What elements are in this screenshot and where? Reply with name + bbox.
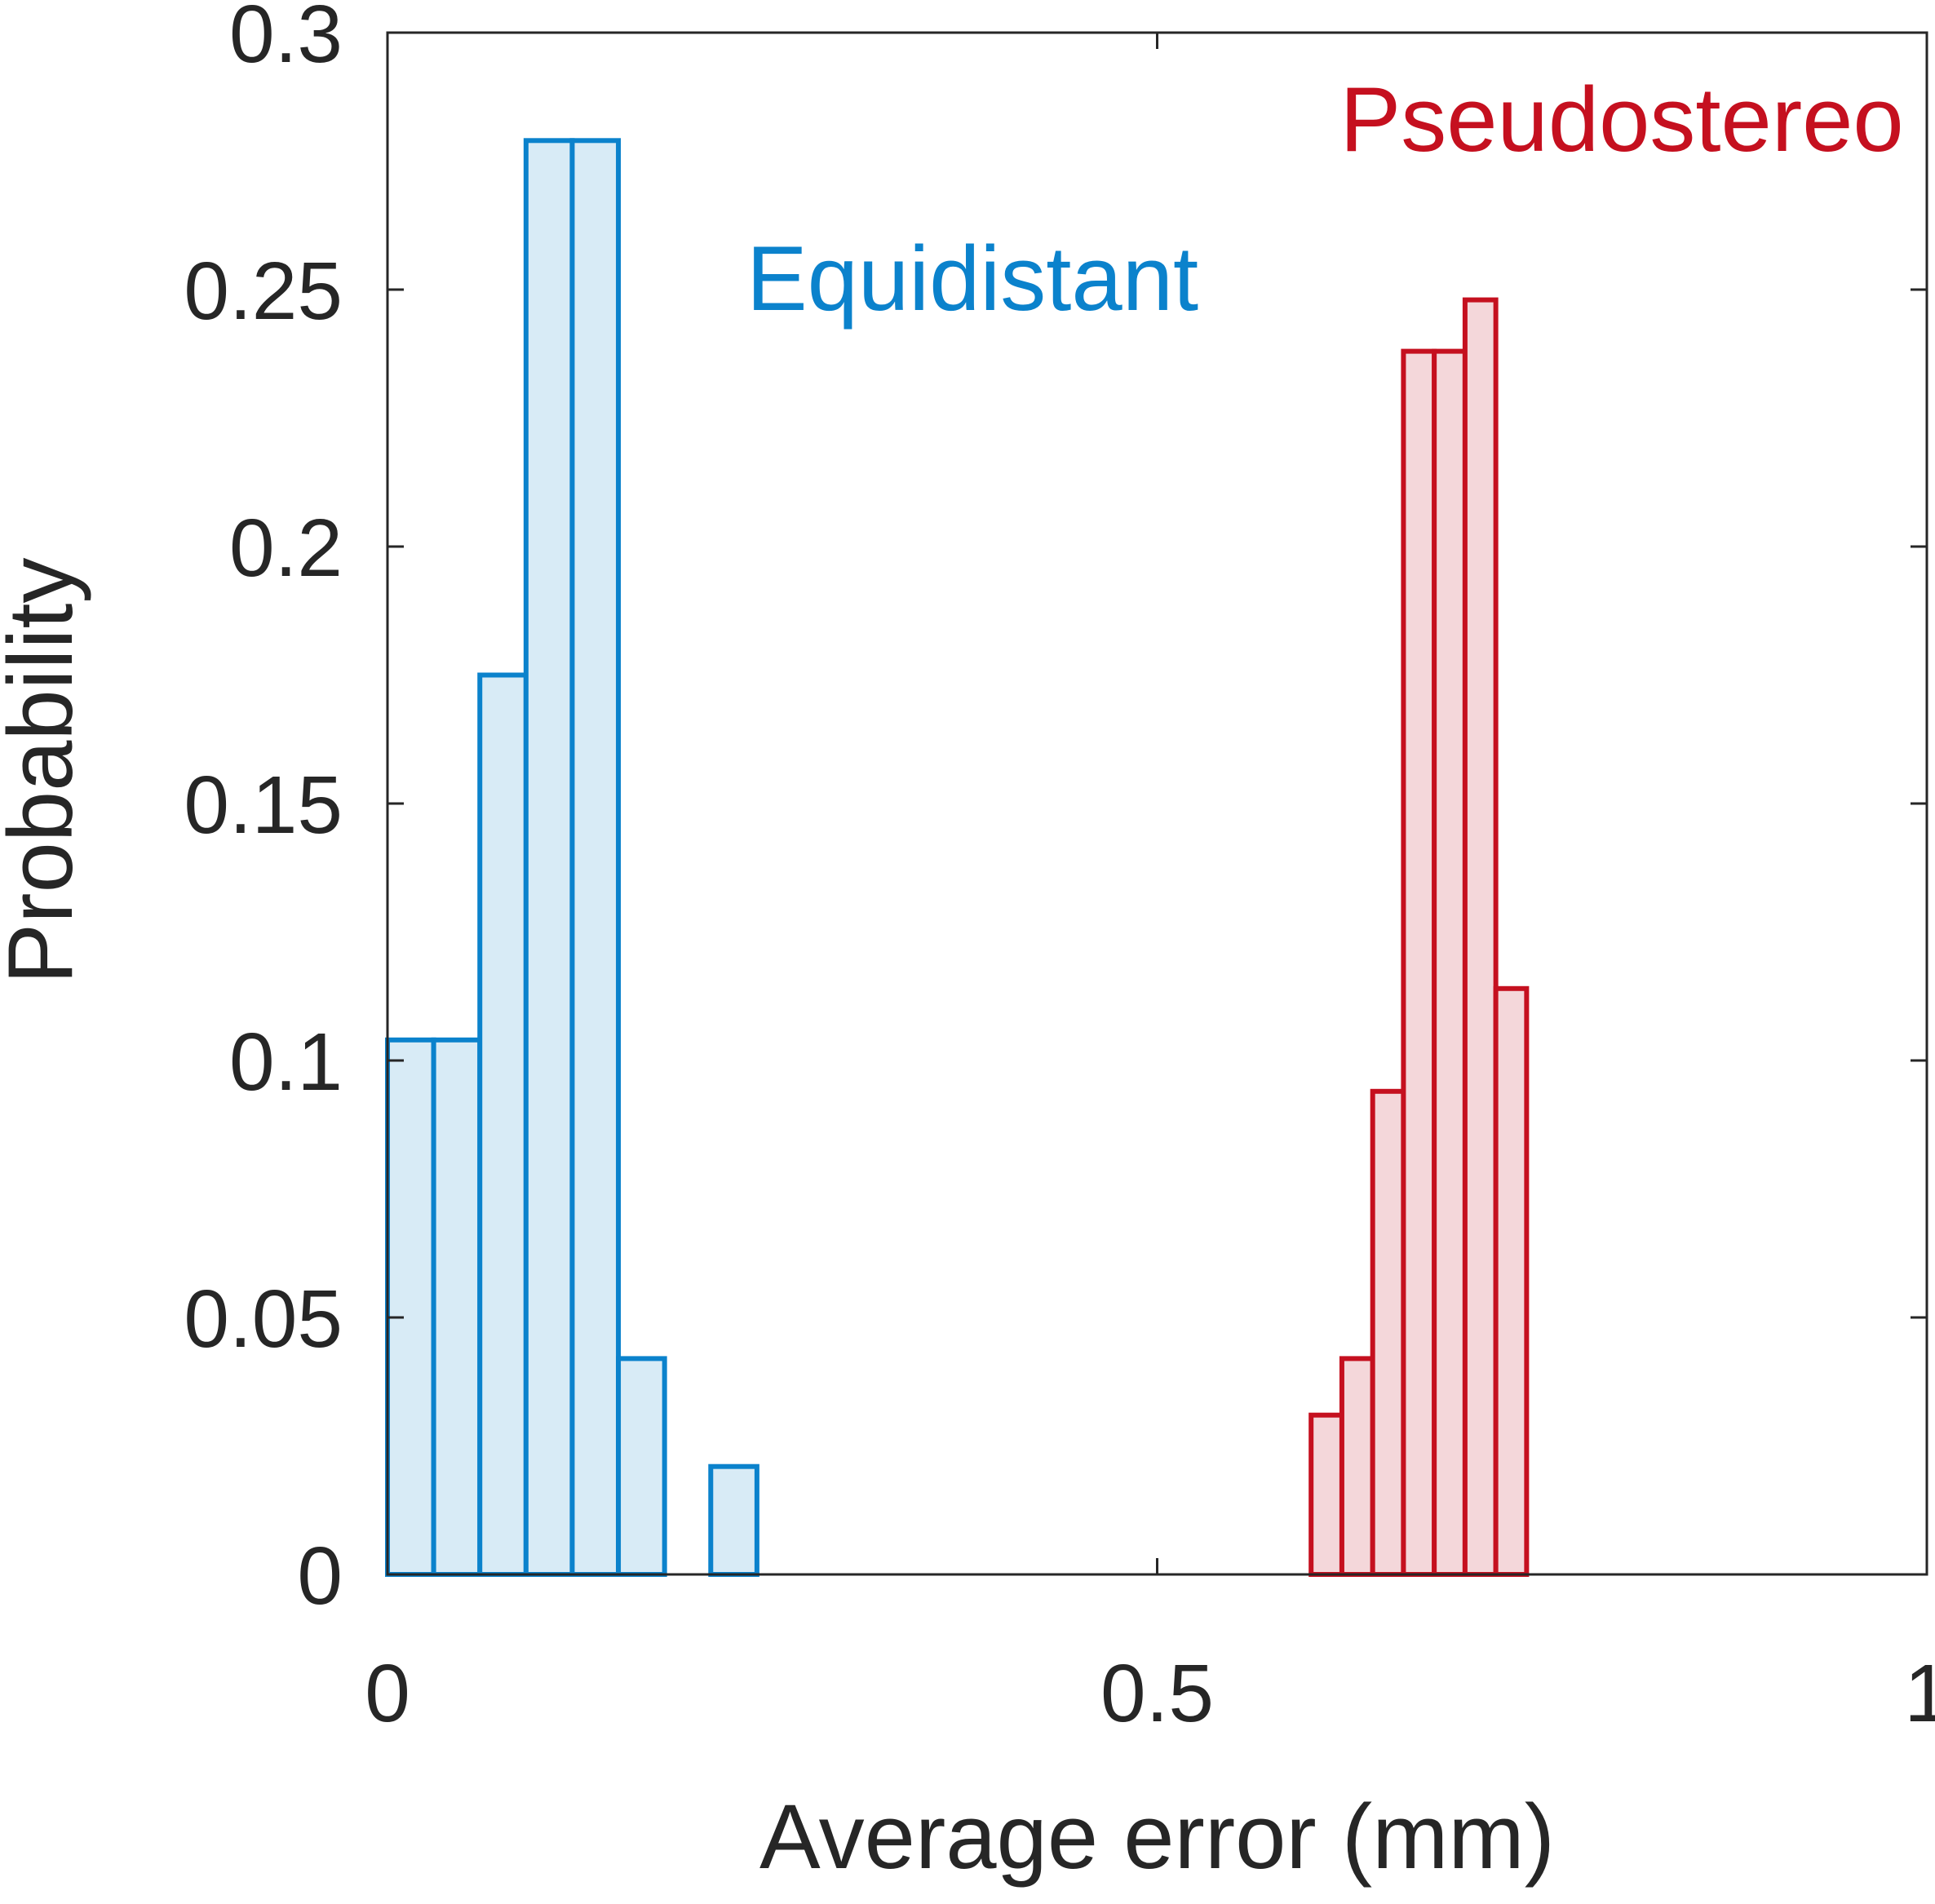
bar-equidistant-3	[523, 138, 575, 1577]
bar-pseudostereo-3	[1401, 348, 1437, 1578]
y-tick-label: 0	[297, 1530, 343, 1622]
y-tick-label: 0.15	[184, 759, 343, 851]
bar-pseudostereo-0	[1308, 1412, 1344, 1577]
y-tick-label: 0.3	[229, 0, 343, 80]
bar-pseudostereo-1	[1339, 1356, 1375, 1578]
bar-pseudostereo-2	[1370, 1088, 1406, 1578]
y-tick-label: 0.05	[184, 1273, 343, 1365]
y-tick-label: 0.2	[229, 503, 343, 594]
x-tick-label: 0.5	[1100, 1648, 1214, 1739]
bar-equidistant-7	[708, 1463, 759, 1577]
series-label-pseudostereo: Pseudostereo	[1340, 69, 1904, 170]
bars-layer	[385, 138, 1530, 1578]
axes-layer: 0 0.5 1 0 0.05 0.1 0.15 0.2 0.25 0.3	[184, 0, 1935, 1739]
y-axis-label: Probability	[0, 558, 91, 985]
bar-pseudostereo-6	[1493, 985, 1530, 1578]
labels-layer: Average error (mm) Probability Equidista…	[0, 69, 1904, 1888]
y-tick-label: 0.25	[184, 246, 343, 337]
bar-pseudostereo-5	[1462, 297, 1499, 1578]
bar-pseudostereo-4	[1432, 348, 1468, 1578]
bar-equidistant-1	[431, 1037, 483, 1578]
bar-equidistant-4	[569, 138, 622, 1577]
bar-equidistant-5	[616, 1356, 667, 1578]
x-tick-label: 0	[365, 1648, 410, 1739]
x-tick-label: 1	[1904, 1648, 1935, 1739]
series-label-equidistant: Equidistant	[746, 228, 1198, 330]
bar-equidistant-0	[385, 1037, 436, 1578]
y-tick-label: 0.1	[229, 1016, 343, 1108]
x-axis-label: Average error (mm)	[759, 1786, 1555, 1888]
bar-equidistant-2	[477, 672, 529, 1577]
